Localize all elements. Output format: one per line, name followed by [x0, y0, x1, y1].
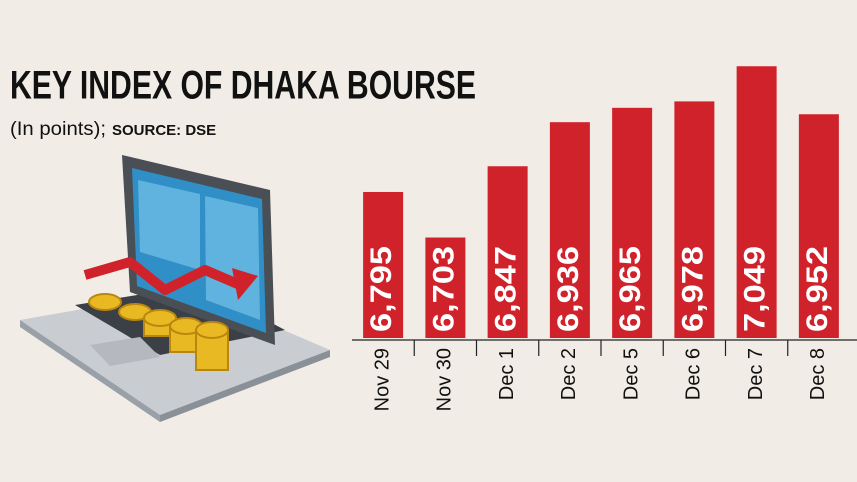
value-label: 6,965 [614, 246, 647, 332]
value-label: 6,952 [801, 246, 834, 332]
bar [425, 237, 466, 338]
bar [612, 107, 653, 338]
chart-subtitle: (In points); [10, 119, 106, 140]
screen-table [205, 196, 260, 320]
touchpad [90, 337, 160, 366]
laptop-edge [160, 350, 330, 422]
bar [363, 191, 404, 338]
laptop-edge [20, 320, 160, 422]
value-label: 6,936 [552, 246, 585, 332]
trend-arrow [83, 257, 242, 295]
arrow-head [232, 268, 258, 300]
bar [487, 166, 528, 338]
coins [88, 293, 229, 371]
x-tick-label: Dec 8 [807, 348, 829, 400]
x-tick-label: Nov 30 [434, 348, 456, 411]
bar [549, 122, 590, 339]
x-tick-label: Dec 2 [558, 348, 580, 400]
x-tick-label: Dec 1 [496, 348, 518, 400]
chart-title: KEY INDEX OF DHAKA BOURSE [10, 64, 476, 108]
screen-table [138, 180, 200, 270]
chart-source: SOURCE: DSE [112, 122, 216, 139]
value-label: 6,703 [427, 246, 460, 332]
x-tick-label: Dec 5 [620, 348, 642, 400]
x-tick-label: Dec 7 [745, 348, 767, 400]
laptop-illustration [20, 155, 330, 422]
bar [798, 114, 839, 338]
x-tick-label: Nov 29 [371, 348, 393, 411]
bar [674, 101, 715, 338]
coin [88, 293, 122, 311]
bar [736, 66, 777, 339]
value-label: 6,978 [676, 246, 709, 332]
coin [143, 309, 177, 327]
x-tick-label: Dec 6 [683, 348, 705, 400]
coin [195, 321, 229, 339]
value-label: 6,795 [365, 246, 398, 332]
value-label: 6,847 [490, 246, 523, 332]
value-label: 7,049 [739, 246, 772, 332]
